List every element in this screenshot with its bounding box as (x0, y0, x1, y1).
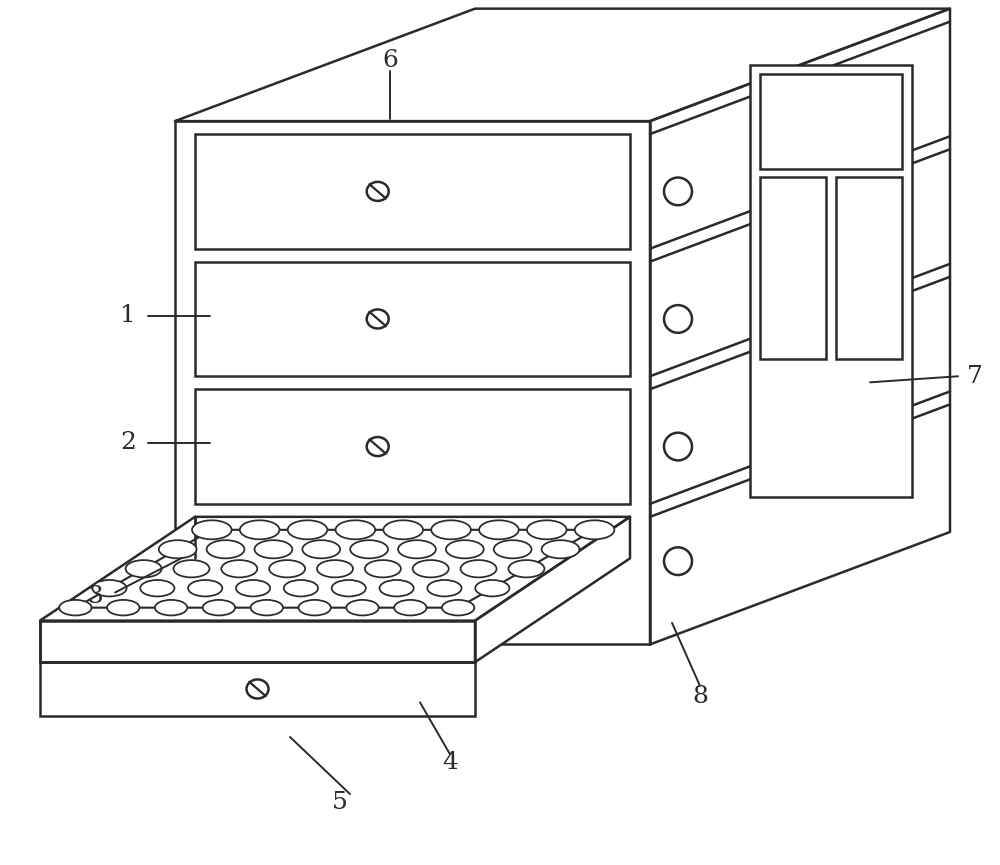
Ellipse shape (155, 600, 187, 616)
Ellipse shape (479, 521, 519, 540)
Text: 6: 6 (382, 49, 398, 72)
Ellipse shape (664, 305, 692, 333)
Ellipse shape (394, 600, 427, 616)
Ellipse shape (367, 437, 389, 456)
Text: 3: 3 (87, 586, 103, 608)
Ellipse shape (494, 540, 532, 559)
Bar (760, 177, 826, 359)
Ellipse shape (240, 521, 279, 540)
Ellipse shape (207, 540, 244, 559)
Ellipse shape (427, 580, 462, 597)
Polygon shape (475, 517, 630, 663)
Ellipse shape (288, 521, 327, 540)
Ellipse shape (664, 548, 692, 575)
Ellipse shape (107, 600, 139, 616)
Ellipse shape (383, 521, 423, 540)
Bar (836, 177, 902, 359)
Ellipse shape (188, 580, 222, 597)
Ellipse shape (367, 182, 389, 201)
Polygon shape (175, 121, 650, 644)
Ellipse shape (664, 432, 692, 460)
Ellipse shape (126, 561, 162, 578)
Ellipse shape (475, 580, 509, 597)
Ellipse shape (284, 580, 318, 597)
Text: 4: 4 (442, 752, 458, 774)
Ellipse shape (251, 600, 283, 616)
Polygon shape (175, 9, 950, 121)
Text: 7: 7 (967, 365, 983, 388)
Bar (40, 663, 475, 716)
Ellipse shape (140, 580, 174, 597)
Ellipse shape (92, 580, 127, 597)
Text: 2: 2 (120, 432, 136, 454)
Ellipse shape (461, 561, 497, 578)
Ellipse shape (365, 561, 401, 578)
Ellipse shape (317, 561, 353, 578)
Polygon shape (650, 9, 950, 644)
Polygon shape (40, 517, 630, 621)
Text: 1: 1 (120, 304, 136, 327)
Bar (750, 65, 912, 497)
Polygon shape (40, 621, 475, 663)
Bar (195, 261, 630, 376)
Ellipse shape (350, 540, 388, 559)
Ellipse shape (664, 177, 692, 205)
Ellipse shape (159, 540, 197, 559)
Ellipse shape (269, 561, 305, 578)
Ellipse shape (446, 540, 484, 559)
Ellipse shape (236, 580, 270, 597)
Ellipse shape (336, 521, 375, 540)
Ellipse shape (431, 521, 471, 540)
Ellipse shape (442, 600, 474, 616)
Ellipse shape (298, 600, 331, 616)
Text: 8: 8 (692, 685, 708, 708)
Ellipse shape (508, 561, 544, 578)
Ellipse shape (246, 680, 268, 699)
Ellipse shape (203, 600, 235, 616)
Ellipse shape (398, 540, 436, 559)
Ellipse shape (192, 521, 232, 540)
Bar (195, 134, 630, 249)
Text: 5: 5 (332, 791, 348, 814)
Ellipse shape (413, 561, 449, 578)
Ellipse shape (380, 580, 414, 597)
Ellipse shape (527, 521, 567, 540)
Ellipse shape (302, 540, 340, 559)
Ellipse shape (332, 580, 366, 597)
Ellipse shape (346, 600, 379, 616)
Ellipse shape (575, 521, 614, 540)
Bar (195, 389, 630, 503)
Ellipse shape (367, 310, 389, 329)
Ellipse shape (173, 561, 209, 578)
Ellipse shape (254, 540, 292, 559)
Bar (760, 74, 902, 169)
Ellipse shape (221, 561, 257, 578)
Ellipse shape (59, 600, 92, 616)
Ellipse shape (542, 540, 579, 559)
